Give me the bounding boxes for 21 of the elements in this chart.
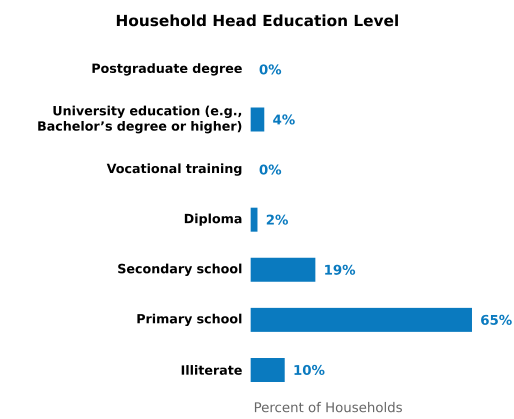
y-tick-label: Primary school <box>137 314 242 326</box>
y-tick-label: Postgraduate degree <box>92 63 242 76</box>
y-tick-label: Diploma <box>184 214 242 226</box>
bar <box>250 107 264 132</box>
data-label: 0% <box>260 164 282 175</box>
data-label: 0% <box>260 64 282 74</box>
data-label: 4% <box>273 114 295 125</box>
y-tick-label: Vocational training <box>106 163 242 176</box>
y-tick-label: Illiterate <box>182 365 242 375</box>
y-tick-label: Secondary school <box>118 264 242 276</box>
data-label: 65% <box>481 314 512 325</box>
x-axis-title: Percent of Households <box>254 402 402 412</box>
bar <box>250 308 472 332</box>
data-label: 19% <box>325 264 356 275</box>
y-tick-label: University education (e.g., Bachelor’s degree or higher) <box>38 106 242 134</box>
data-label: 2% <box>266 214 288 225</box>
chart-title: Household Head Education Level <box>116 14 398 26</box>
bar <box>250 208 258 232</box>
bar <box>250 258 316 282</box>
data-label: 10% <box>294 364 324 375</box>
bar <box>250 358 285 382</box>
